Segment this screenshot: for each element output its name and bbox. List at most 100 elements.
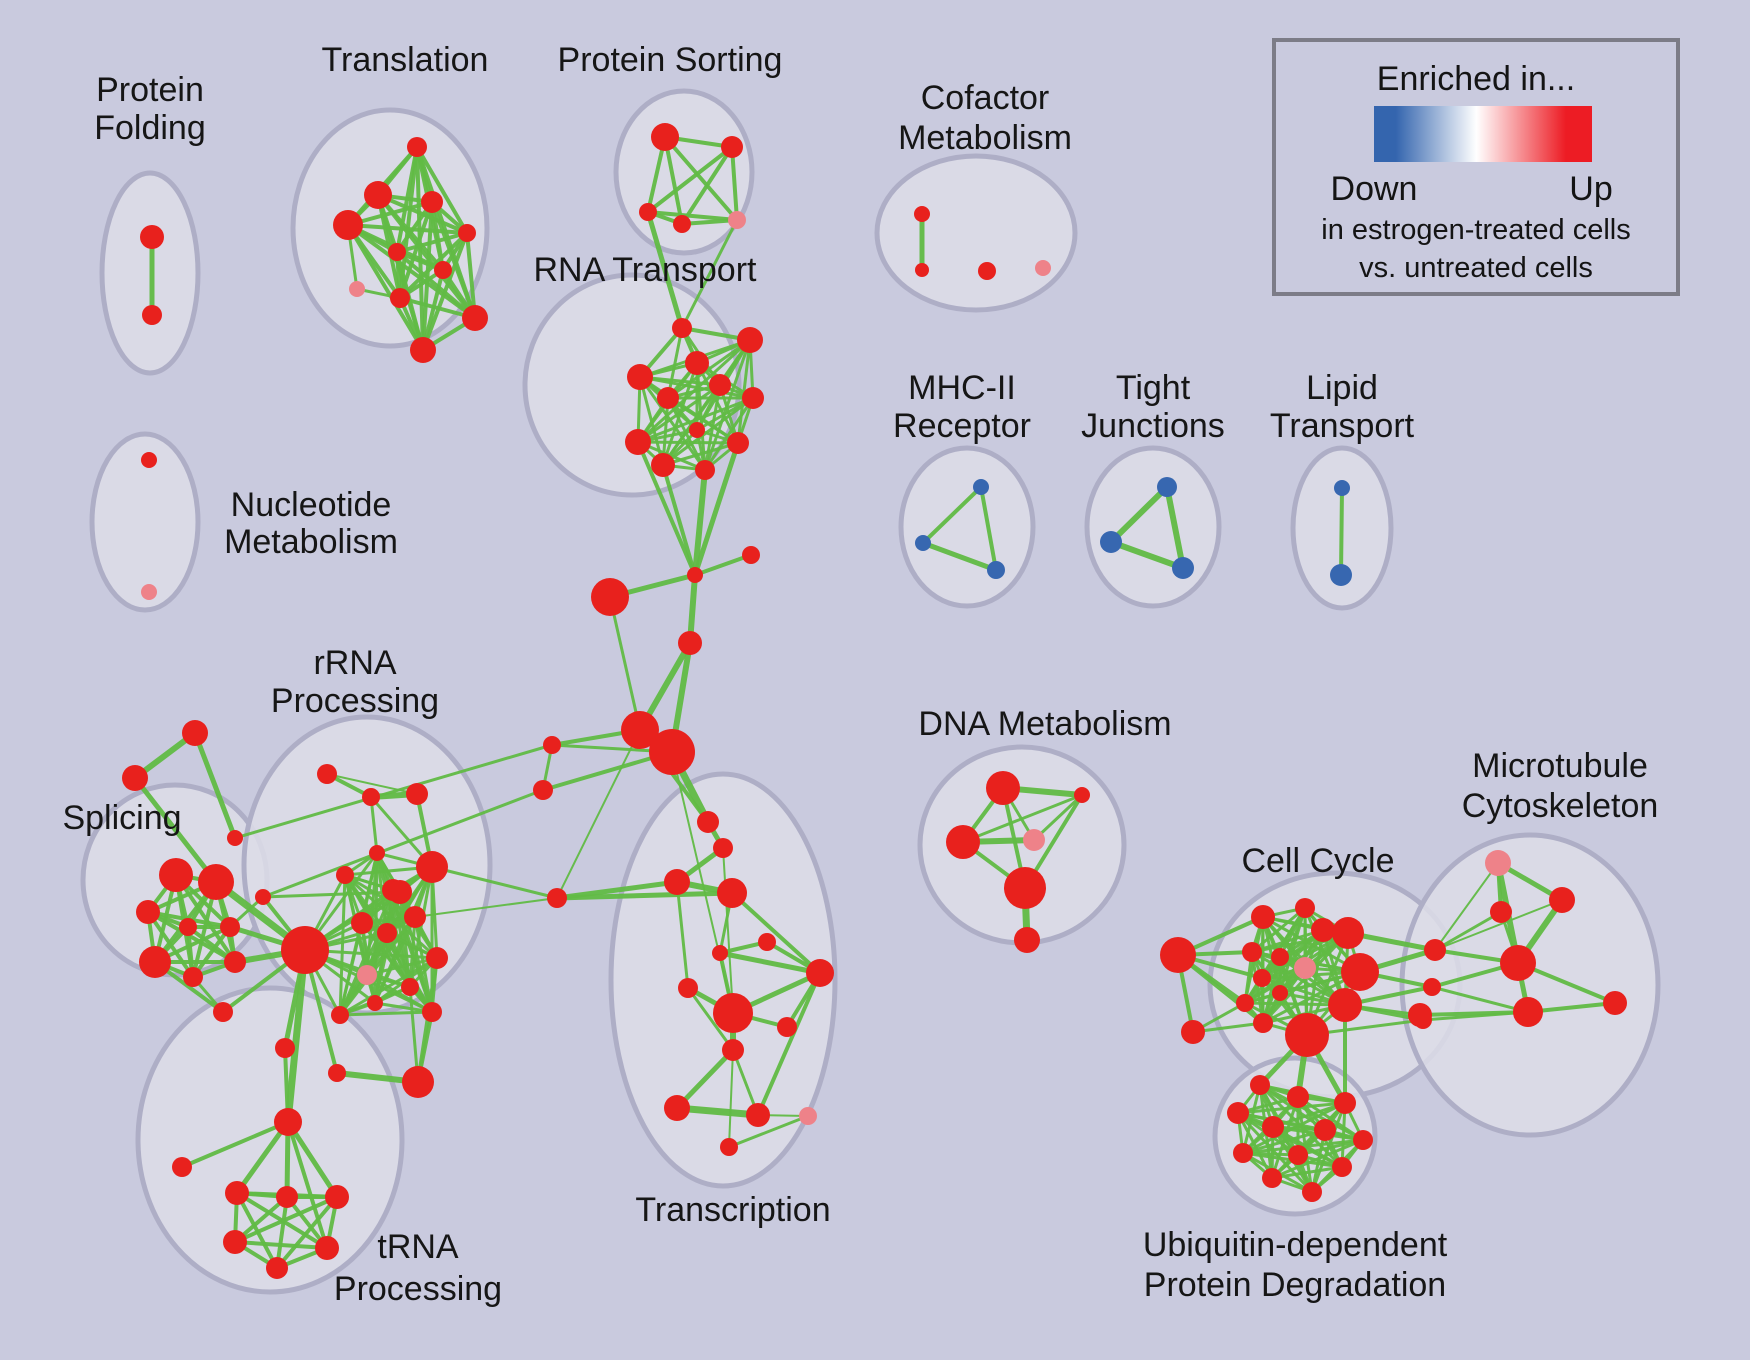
cluster-label-microtubule-cytoskeleton: Microtubule bbox=[1472, 747, 1648, 785]
legend-caption-line1: in estrogen-treated cells bbox=[1321, 214, 1631, 246]
pathway-node bbox=[1334, 1092, 1356, 1114]
pathway-node bbox=[225, 1181, 249, 1205]
pathway-node bbox=[331, 1006, 349, 1024]
network-edge bbox=[465, 231, 477, 320]
pathway-node bbox=[142, 305, 162, 325]
network-edge bbox=[338, 1010, 434, 1017]
pathway-node bbox=[139, 946, 171, 978]
cluster-ellipse-trna-processing bbox=[135, 985, 405, 1295]
pathway-node bbox=[737, 327, 763, 353]
pathway-node bbox=[183, 967, 203, 987]
pathway-node bbox=[712, 945, 728, 961]
network-edge bbox=[756, 971, 822, 1117]
pathway-node bbox=[978, 262, 996, 280]
pathway-node bbox=[547, 888, 567, 908]
network-edge bbox=[414, 897, 558, 918]
network-edge bbox=[275, 1195, 339, 1270]
pathway-node bbox=[224, 951, 246, 973]
network-edge bbox=[346, 223, 469, 235]
network-edge bbox=[730, 891, 822, 975]
network-edge bbox=[692, 467, 708, 578]
cluster-label-dna-metabolism: DNA Metabolism bbox=[918, 705, 1171, 743]
pathway-node bbox=[625, 429, 651, 455]
network-edge bbox=[1176, 953, 1265, 1025]
network-edge bbox=[286, 1120, 329, 1250]
pathway-node bbox=[1490, 901, 1512, 923]
cluster-ellipse-microtubule-cytoskeleton bbox=[1399, 832, 1661, 1138]
network-edge bbox=[180, 1120, 290, 1169]
pathway-node bbox=[1253, 969, 1271, 987]
pathway-node bbox=[458, 224, 476, 242]
pathway-node bbox=[973, 479, 989, 495]
network-edge bbox=[365, 956, 439, 977]
pathway-node bbox=[1513, 997, 1543, 1027]
network-edge bbox=[1430, 985, 1530, 1014]
pathway-node bbox=[1353, 1130, 1373, 1150]
pathway-node bbox=[591, 578, 629, 616]
legend-caption-line2: vs. untreated cells bbox=[1359, 252, 1593, 284]
pathway-node bbox=[172, 1157, 192, 1177]
network-edge bbox=[234, 1119, 291, 1196]
network-edge bbox=[285, 1119, 340, 1200]
network-edge bbox=[636, 440, 697, 577]
pathway-node bbox=[946, 825, 980, 859]
pathway-node bbox=[369, 845, 385, 861]
pathway-node bbox=[777, 1017, 797, 1037]
network-edge bbox=[1236, 1111, 1314, 1194]
pathway-node bbox=[315, 1236, 339, 1260]
pathway-node bbox=[697, 811, 719, 833]
pathway-node bbox=[649, 729, 695, 775]
pathway-node bbox=[325, 1185, 349, 1209]
cluster-ellipse-tight-junctions bbox=[1084, 445, 1222, 609]
pathway-node bbox=[758, 933, 776, 951]
pathway-node bbox=[657, 387, 679, 409]
network-edge bbox=[666, 396, 707, 472]
network-edge bbox=[338, 873, 347, 1017]
network-edge bbox=[646, 210, 739, 222]
pathway-node bbox=[140, 225, 164, 249]
network-edge bbox=[284, 946, 309, 1126]
pathway-node bbox=[664, 1095, 690, 1121]
network-edge bbox=[554, 890, 735, 901]
network-edge bbox=[376, 193, 477, 320]
network-edge bbox=[728, 1049, 734, 1148]
pathway-node bbox=[1271, 948, 1289, 966]
pathway-node bbox=[721, 136, 743, 158]
cluster-label-nucleotide-metabolism: Nucleotide bbox=[231, 486, 392, 524]
network-edge bbox=[1433, 910, 1503, 952]
network-edge bbox=[1434, 862, 1499, 951]
pathway-node bbox=[720, 1138, 738, 1156]
cluster-label-splicing: Splicing bbox=[62, 799, 181, 837]
cluster-label-tight-junctions: Tight bbox=[1116, 369, 1191, 407]
network-edge bbox=[1108, 539, 1186, 571]
network-edge bbox=[1270, 1165, 1344, 1180]
pathway-node bbox=[717, 878, 747, 908]
network-edge bbox=[1236, 1101, 1347, 1115]
pathway-node bbox=[1328, 988, 1362, 1022]
pathway-node bbox=[1314, 1119, 1336, 1141]
pathway-node bbox=[1341, 953, 1379, 991]
network-edge bbox=[692, 440, 741, 578]
network-edge bbox=[415, 145, 469, 235]
legend-down-label: Down bbox=[1330, 170, 1418, 208]
pathway-node bbox=[672, 318, 692, 338]
pathway-node bbox=[1014, 927, 1040, 953]
pathway-node bbox=[1023, 829, 1045, 851]
pathway-node bbox=[220, 917, 240, 937]
pathway-node bbox=[1287, 1086, 1309, 1108]
pathway-node bbox=[317, 764, 337, 784]
pathway-node bbox=[421, 191, 443, 213]
network-edge bbox=[1243, 966, 1307, 1005]
cluster-label-protein-folding: Protein bbox=[96, 71, 204, 109]
pathway-node bbox=[141, 584, 157, 600]
pathway-node bbox=[1485, 850, 1511, 876]
pathway-node bbox=[336, 866, 354, 884]
network-edge bbox=[921, 485, 983, 545]
pathway-node bbox=[349, 281, 365, 297]
network-edge bbox=[261, 788, 545, 899]
network-edge bbox=[192, 730, 238, 841]
network-edge bbox=[703, 396, 755, 472]
cluster-label-cofactor-metabolism: Cofactor bbox=[921, 79, 1050, 117]
